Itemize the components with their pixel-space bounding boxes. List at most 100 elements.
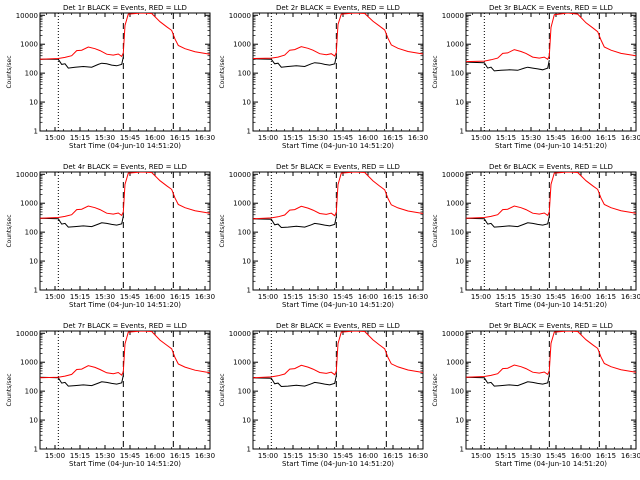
x-tick-label: 16:15 [383, 293, 403, 301]
x-tick-label: 15:45 [546, 134, 566, 142]
y-tick-label: 10 [455, 417, 464, 425]
series-line-lld [253, 13, 423, 59]
y-tick-label: 10000 [229, 171, 251, 179]
x-tick-label: 15:15 [70, 452, 90, 460]
x-tick-label: 15:30 [308, 452, 328, 460]
x-tick-label: 15:45 [546, 293, 566, 301]
y-tick-label: 10000 [229, 12, 251, 20]
x-tick-label: 15:30 [521, 452, 541, 460]
x-tick-label: 15:45 [120, 134, 140, 142]
x-tick-label: 15:00 [45, 452, 65, 460]
y-tick-label: 10 [455, 258, 464, 266]
y-tick-label: 1 [34, 446, 38, 454]
x-tick-label: 15:00 [258, 452, 278, 460]
series-line-lld [40, 13, 210, 60]
series-line-lld [466, 172, 636, 219]
series-line-lld [40, 172, 210, 219]
y-axis-label: Counts/sec [219, 373, 226, 406]
x-tick-label: 15:00 [471, 452, 491, 460]
panel-title: Det 6r BLACK = Events, RED = LLD [489, 163, 613, 171]
axes-frame [39, 12, 211, 132]
y-tick-label: 10000 [442, 12, 464, 20]
x-tick-label: 16:30 [195, 134, 215, 142]
x-tick-label: 15:00 [258, 134, 278, 142]
x-tick-label: 16:30 [621, 134, 640, 142]
y-tick-label: 1000 [20, 359, 38, 367]
x-tick-label: 15:00 [45, 134, 65, 142]
x-tick-label: 15:15 [70, 134, 90, 142]
series-line-events [466, 60, 550, 72]
y-tick-label: 1 [247, 287, 251, 295]
x-tick-label: 15:45 [120, 293, 140, 301]
x-tick-label: 16:00 [358, 452, 378, 460]
y-tick-label: 100 [238, 229, 251, 237]
y-axis-label: Counts/sec [432, 55, 439, 88]
x-tick-label: 16:30 [408, 452, 428, 460]
x-tick-label: 16:00 [358, 293, 378, 301]
detector-panel-4: Det 4r BLACK = Events, RED = LLD 1 10 100 10… [6, 163, 215, 309]
x-tick-label: 16:00 [145, 134, 165, 142]
y-tick-label: 100 [238, 388, 251, 396]
x-tick-label: 16:30 [408, 134, 428, 142]
x-tick-label: 15:30 [95, 452, 115, 460]
y-tick-label: 1000 [20, 200, 38, 208]
y-tick-label: 10000 [229, 330, 251, 338]
x-tick-label: 15:00 [471, 134, 491, 142]
y-tick-label: 10 [242, 99, 251, 107]
y-axis-label: Counts/sec [6, 373, 13, 406]
series-line-events [253, 375, 337, 388]
series-line-lld [466, 331, 636, 378]
x-tick-label: 15:00 [45, 293, 65, 301]
y-tick-label: 1 [460, 287, 464, 295]
detector-panel-1: Det 1r BLACK = Events, RED = LLD 1 10 100 10… [6, 4, 215, 150]
x-tick-label: 15:00 [258, 293, 278, 301]
x-tick-label: 15:30 [521, 134, 541, 142]
detector-panel-6: Det 6r BLACK = Events, RED = LLD 1 10 100 10… [432, 163, 640, 309]
y-axis-label: Counts/sec [219, 55, 226, 88]
x-tick-label: 16:00 [571, 134, 591, 142]
y-tick-label: 1 [247, 128, 251, 136]
x-tick-label: 15:45 [333, 452, 353, 460]
x-tick-label: 16:15 [170, 134, 190, 142]
x-tick-label: 16:00 [571, 293, 591, 301]
series-line-events [253, 56, 337, 68]
x-tick-label: 15:30 [95, 293, 115, 301]
x-tick-label: 16:00 [145, 452, 165, 460]
y-tick-label: 1 [34, 287, 38, 295]
x-tick-label: 16:15 [170, 452, 190, 460]
x-tick-label: 15:45 [333, 134, 353, 142]
x-axis-label: Start Time (04-Jun-10 14:51:20) [495, 460, 607, 468]
y-tick-label: 100 [25, 388, 38, 396]
x-axis-label: Start Time (04-Jun-10 14:51:20) [495, 301, 607, 309]
y-axis-label: Counts/sec [432, 373, 439, 406]
axes-frame [252, 171, 424, 291]
series-line-lld [466, 13, 636, 63]
panel-title: Det 1r BLACK = Events, RED = LLD [63, 4, 187, 12]
y-tick-label: 10000 [442, 171, 464, 179]
x-tick-label: 15:45 [546, 452, 566, 460]
x-tick-label: 16:00 [145, 293, 165, 301]
y-tick-label: 1 [247, 446, 251, 454]
series-line-events [466, 216, 550, 228]
detector-panel-8: Det 8r BLACK = Events, RED = LLD 1 10 100 10… [219, 322, 428, 468]
x-tick-label: 16:30 [621, 452, 640, 460]
series-line-events [40, 56, 124, 69]
x-tick-label: 16:30 [195, 452, 215, 460]
x-axis-label: Start Time (04-Jun-10 14:51:20) [69, 460, 181, 468]
panel-title: Det 5r BLACK = Events, RED = LLD [276, 163, 400, 171]
y-axis-label: Counts/sec [432, 214, 439, 247]
axes-frame [39, 171, 211, 291]
y-tick-label: 10 [29, 99, 38, 107]
x-tick-label: 16:30 [621, 293, 640, 301]
axes-frame [252, 12, 424, 132]
x-axis-label: Start Time (04-Jun-10 14:51:20) [282, 301, 394, 309]
axes-frame [465, 330, 637, 450]
y-tick-label: 100 [451, 70, 464, 78]
y-tick-label: 10000 [16, 330, 38, 338]
detector-panel-7: Det 7r BLACK = Events, RED = LLD 1 10 100 10… [6, 322, 215, 468]
x-tick-label: 16:15 [170, 293, 190, 301]
panel-title: Det 3r BLACK = Events, RED = LLD [489, 4, 613, 12]
x-tick-label: 15:15 [496, 134, 516, 142]
x-tick-label: 16:15 [596, 293, 616, 301]
